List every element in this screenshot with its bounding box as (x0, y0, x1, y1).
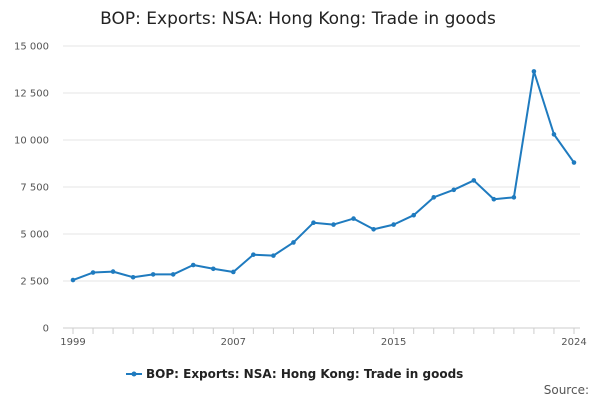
y-tick-label: 2 500 (20, 277, 49, 288)
data-point[interactable] (251, 252, 256, 257)
data-point[interactable] (531, 69, 537, 74)
chart-title: BOP: Exports: NSA: Hong Kong: Trade in g… (100, 9, 496, 29)
x-tick-label: 2007 (221, 337, 246, 348)
y-tick-label: 5 000 (20, 230, 49, 241)
data-point[interactable] (130, 274, 136, 280)
data-point[interactable] (271, 253, 276, 258)
data-point[interactable] (391, 222, 396, 227)
data-point[interactable] (331, 222, 336, 227)
y-tick-label: 7 500 (20, 183, 49, 194)
y-tick-label: 15 000 (14, 42, 49, 53)
data-point[interactable] (70, 277, 76, 283)
data-point[interactable] (311, 220, 316, 226)
legend-series-label: BOP: Exports: NSA: Hong Kong: Trade in g… (146, 367, 463, 381)
data-point[interactable] (190, 262, 196, 268)
data-point[interactable] (511, 195, 517, 200)
data-point[interactable] (150, 272, 156, 277)
y-tick-label: 10 000 (14, 136, 49, 147)
x-tick-label: 2015 (381, 337, 406, 348)
y-tick-label: 12 500 (14, 89, 49, 100)
data-point[interactable] (371, 227, 376, 232)
x-tick-label: 2024 (561, 337, 586, 348)
data-point[interactable] (491, 196, 497, 202)
data-point[interactable] (471, 178, 477, 183)
data-point[interactable] (351, 216, 356, 221)
data-point[interactable] (170, 272, 176, 277)
data-point[interactable] (551, 132, 557, 137)
data-point[interactable] (411, 212, 416, 218)
y-tick-label: 0 (43, 324, 49, 335)
data-point[interactable] (90, 270, 96, 275)
data-point[interactable] (210, 266, 216, 272)
gridlines (63, 45, 580, 329)
data-point[interactable] (291, 240, 296, 245)
data-point[interactable] (571, 160, 577, 165)
legend-point-marker (131, 371, 137, 377)
series-layer (70, 69, 577, 283)
data-point[interactable] (431, 195, 437, 200)
data-point[interactable] (110, 269, 116, 274)
source-label: Source: (544, 383, 589, 397)
x-tick-label: 1999 (60, 337, 85, 348)
data-point[interactable] (231, 269, 236, 275)
data-point[interactable] (451, 187, 457, 193)
series-line[interactable] (72, 70, 575, 281)
axes: 0 2 500 5 000 7 500 10 000 12 500 15 000 1999 20… (14, 42, 587, 349)
legend[interactable]: BOP: Exports: NSA: Hong Kong: Trade in g… (126, 367, 463, 381)
